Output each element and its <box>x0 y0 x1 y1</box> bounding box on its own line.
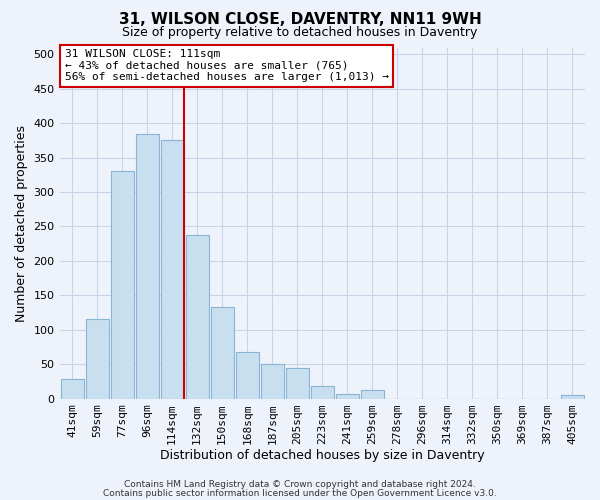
Text: Size of property relative to detached houses in Daventry: Size of property relative to detached ho… <box>122 26 478 39</box>
Bar <box>211 307 233 398</box>
X-axis label: Distribution of detached houses by size in Daventry: Distribution of detached houses by size … <box>160 450 485 462</box>
Bar <box>336 394 359 398</box>
Bar <box>286 368 309 398</box>
Bar <box>61 380 83 398</box>
Bar <box>261 364 284 398</box>
Bar <box>236 352 259 399</box>
Bar <box>136 134 158 398</box>
Bar <box>86 318 109 398</box>
Bar <box>311 386 334 398</box>
Bar <box>110 172 134 398</box>
Bar <box>561 395 584 398</box>
Text: 31 WILSON CLOSE: 111sqm
← 43% of detached houses are smaller (765)
56% of semi-d: 31 WILSON CLOSE: 111sqm ← 43% of detache… <box>65 50 389 82</box>
Bar <box>185 236 209 398</box>
Text: Contains HM Land Registry data © Crown copyright and database right 2024.: Contains HM Land Registry data © Crown c… <box>124 480 476 489</box>
Text: 31, WILSON CLOSE, DAVENTRY, NN11 9WH: 31, WILSON CLOSE, DAVENTRY, NN11 9WH <box>119 12 481 28</box>
Bar <box>161 140 184 398</box>
Bar <box>361 390 384 398</box>
Y-axis label: Number of detached properties: Number of detached properties <box>15 124 28 322</box>
Text: Contains public sector information licensed under the Open Government Licence v3: Contains public sector information licen… <box>103 488 497 498</box>
